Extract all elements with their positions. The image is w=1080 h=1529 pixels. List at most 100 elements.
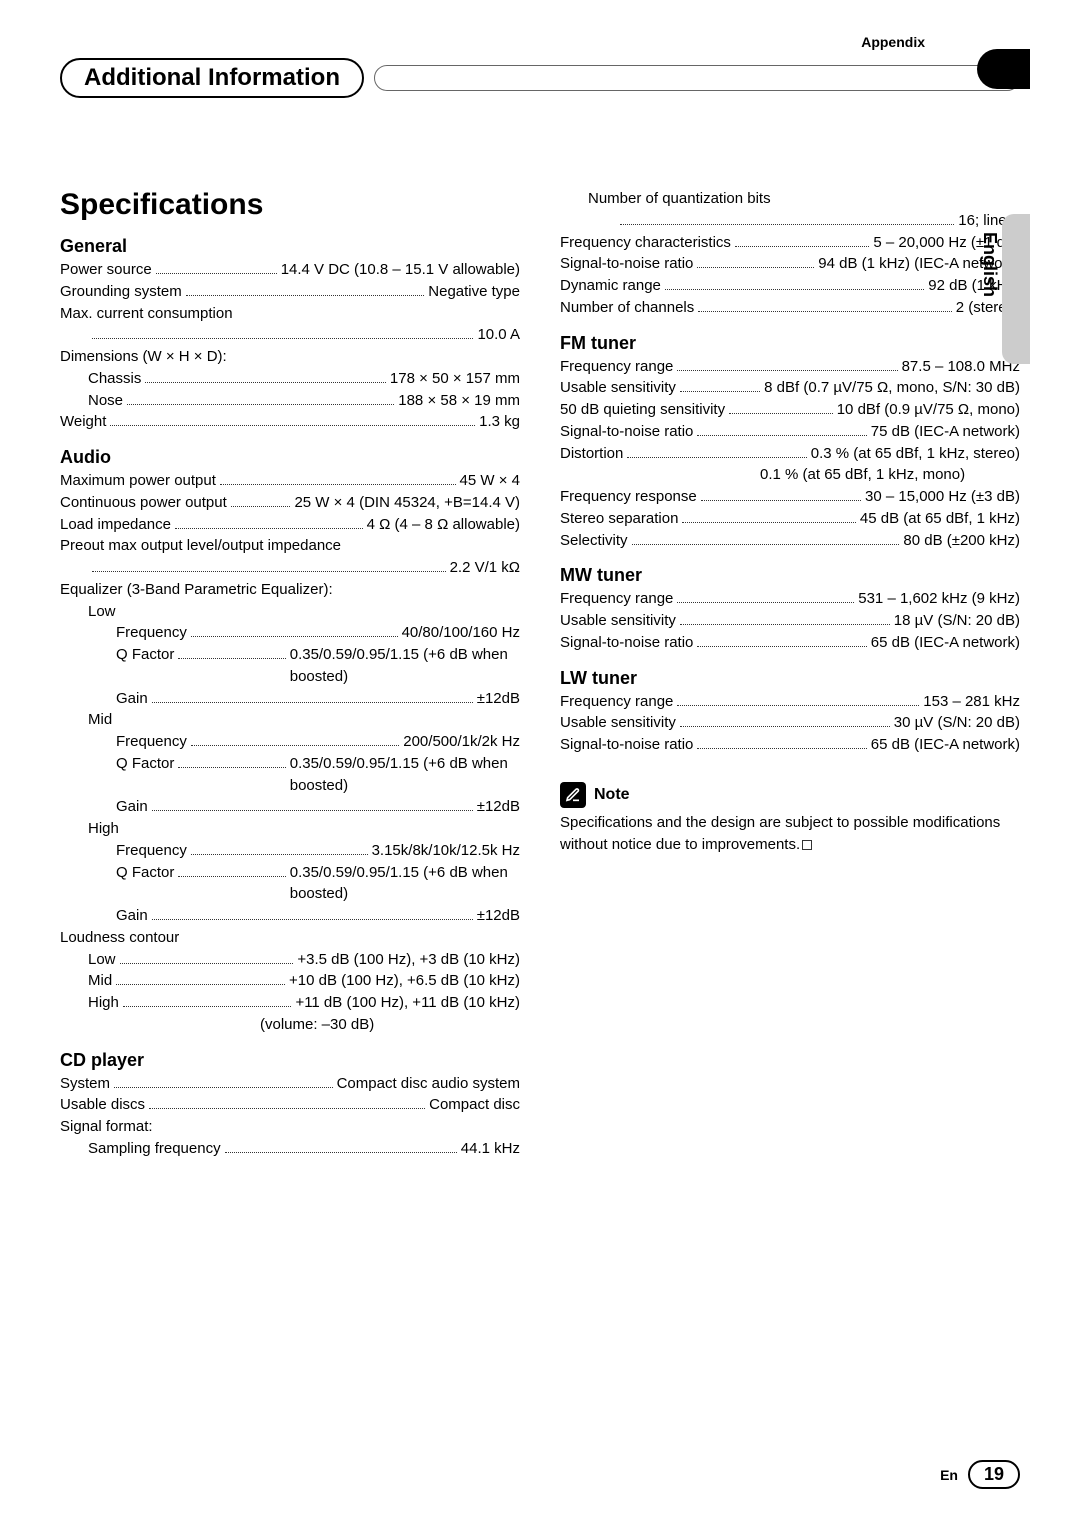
spec-row: Stereo separation45 dB (at 65 dBf, 1 kHz… [560, 508, 1020, 530]
spec-value: 18 µV (S/N: 20 dB) [894, 610, 1020, 632]
spec-label: Frequency characteristics [560, 232, 731, 254]
spec-row: Grounding systemNegative type [60, 281, 520, 303]
spec-value: 10 dBf (0.9 µV/75 Ω, mono) [837, 399, 1020, 421]
spec-value: 75 dB (IEC-A network) [871, 421, 1020, 443]
spec-row: Low +3.5 dB (100 Hz), +3 dB (10 kHz) [60, 949, 520, 971]
spec-label: Frequency range [560, 588, 673, 610]
spec-label: Sampling frequency [88, 1138, 221, 1160]
spec-dots [682, 522, 856, 523]
spec-row: Signal-to-noise ratio94 dB (1 kHz) (IEC-… [560, 253, 1020, 275]
spec-value: 65 dB (IEC-A network) [871, 632, 1020, 654]
footer: En 19 [940, 1460, 1020, 1489]
spec-value: Compact disc audio system [337, 1073, 520, 1095]
spec-label: High [88, 992, 119, 1014]
spec-value: 30 – 15,000 Hz (±3 dB) [865, 486, 1020, 508]
spec-dots [627, 457, 806, 458]
spec-dots [697, 748, 866, 749]
spec-plain: Loudness contour [60, 927, 520, 949]
spec-row: Usable discsCompact disc [60, 1094, 520, 1116]
spec-value: 8 dBf (0.7 µV/75 Ω, mono, S/N: 30 dB) [764, 377, 1020, 399]
spec-row: Sampling frequency44.1 kHz [60, 1138, 520, 1160]
spec-label: Mid [88, 970, 112, 992]
spec-continuation: (volume: –30 dB) [60, 1014, 520, 1036]
spec-row: Mid+10 dB (100 Hz), +6.5 dB (10 kHz) [60, 970, 520, 992]
spec-row: Selectivity80 dB (±200 kHz) [560, 530, 1020, 552]
spec-label: Signal-to-noise ratio [560, 734, 693, 756]
spec-continuation: 0.1 % (at 65 dBf, 1 kHz, mono) [560, 464, 1020, 486]
note-heading: Note [560, 782, 1020, 808]
spec-value: +11 dB (100 Hz), +11 dB (10 kHz) [295, 992, 520, 1014]
spec-label: Low [88, 949, 116, 971]
spec-row: Load impedance 4 Ω (4 – 8 Ω allowable) [60, 514, 520, 536]
spec-value: 0.35/0.59/0.95/1.15 (+6 dB when boosted) [290, 644, 520, 688]
spec-dots [152, 702, 473, 703]
spec-dots [680, 726, 890, 727]
spec-plain: Preout max output level/output impedance [60, 535, 520, 557]
spec-label: Usable sensitivity [560, 712, 676, 734]
spec-row: Signal-to-noise ratio65 dB (IEC-A networ… [560, 734, 1020, 756]
section-fm: Frequency range87.5 – 108.0 MHzUsable se… [560, 356, 1020, 552]
spec-value: 0.35/0.59/0.95/1.15 (+6 dB when boosted) [290, 753, 520, 797]
footer-page-number: 19 [968, 1460, 1020, 1489]
spec-label: Grounding system [60, 281, 182, 303]
spec-plain: High [60, 818, 520, 840]
spec-label: Usable sensitivity [560, 610, 676, 632]
spec-dots [225, 1152, 457, 1153]
spec-dots [116, 984, 285, 985]
spec-row: Power source14.4 V DC (10.8 – 15.1 V all… [60, 259, 520, 281]
note-label: Note [594, 786, 630, 804]
section-audio-title: Audio [60, 447, 520, 468]
spec-row: Q Factor0.35/0.59/0.95/1.15 (+6 dB when … [60, 862, 520, 906]
spec-label: Q Factor [116, 862, 174, 884]
spec-row: Frequency200/500/1k/2k Hz [60, 731, 520, 753]
spec-dots [220, 484, 456, 485]
spec-row: Signal-to-noise ratio75 dB (IEC-A networ… [560, 421, 1020, 443]
spec-row: Gain±12dB [60, 905, 520, 927]
spec-label: Selectivity [560, 530, 628, 552]
spec-label: Nose [88, 390, 123, 412]
spec-dots [697, 267, 814, 268]
spec-label: Load impedance [60, 514, 171, 536]
spec-label: Q Factor [116, 753, 174, 775]
section-mw: Frequency range531 – 1,602 kHz (9 kHz)Us… [560, 588, 1020, 653]
spec-dots [92, 338, 473, 339]
spec-value: 153 – 281 kHz [923, 691, 1020, 713]
spec-value: 3.15k/8k/10k/12.5k Hz [372, 840, 520, 862]
spec-value: 87.5 – 108.0 MHz [902, 356, 1020, 378]
spec-value: 4 Ω (4 – 8 Ω allowable) [367, 514, 520, 536]
spec-label: Usable sensitivity [560, 377, 676, 399]
spec-dots [114, 1087, 333, 1088]
spec-row: Frequency range87.5 – 108.0 MHz [560, 356, 1020, 378]
spec-value: 14.4 V DC (10.8 – 15.1 V allowable) [281, 259, 520, 281]
spec-value: 45 dB (at 65 dBf, 1 kHz) [860, 508, 1020, 530]
left-column: Specifications General Power source14.4 … [60, 188, 520, 1160]
spec-dots [231, 506, 291, 507]
footer-lang: En [940, 1467, 958, 1483]
spec-value: 0.3 % (at 65 dBf, 1 kHz, stereo) [811, 443, 1020, 465]
spec-label: Frequency response [560, 486, 697, 508]
section-audio: Maximum power output45 W × 4Continuous p… [60, 470, 520, 1036]
spec-dots [152, 919, 473, 920]
spec-row: Gain±12dB [60, 796, 520, 818]
spec-value: 188 × 58 × 19 mm [398, 390, 520, 412]
spec-value: 10.0 A [477, 324, 520, 346]
spec-label: Gain [116, 796, 148, 818]
section-cd-title: CD player [60, 1050, 520, 1071]
section-general: Power source14.4 V DC (10.8 – 15.1 V all… [60, 259, 520, 433]
spec-label: Frequency [116, 840, 187, 862]
spec-dots [110, 425, 475, 426]
spec-value: 1.3 kg [479, 411, 520, 433]
page-title: Specifications [60, 188, 520, 222]
spec-value: Compact disc [429, 1094, 520, 1116]
spec-row: Number of channels2 (stereo) [560, 297, 1020, 319]
section-general-title: General [60, 236, 520, 257]
spec-label: Frequency range [560, 691, 673, 713]
spec-dots [156, 273, 277, 274]
stop-icon [802, 840, 812, 850]
spec-dots [123, 1006, 292, 1007]
spec-dots [677, 370, 897, 371]
spec-row: 16; linear [560, 210, 1020, 232]
spec-row: Gain±12dB [60, 688, 520, 710]
spec-value: +3.5 dB (100 Hz), +3 dB (10 kHz) [297, 949, 520, 971]
spec-dots [186, 295, 425, 296]
